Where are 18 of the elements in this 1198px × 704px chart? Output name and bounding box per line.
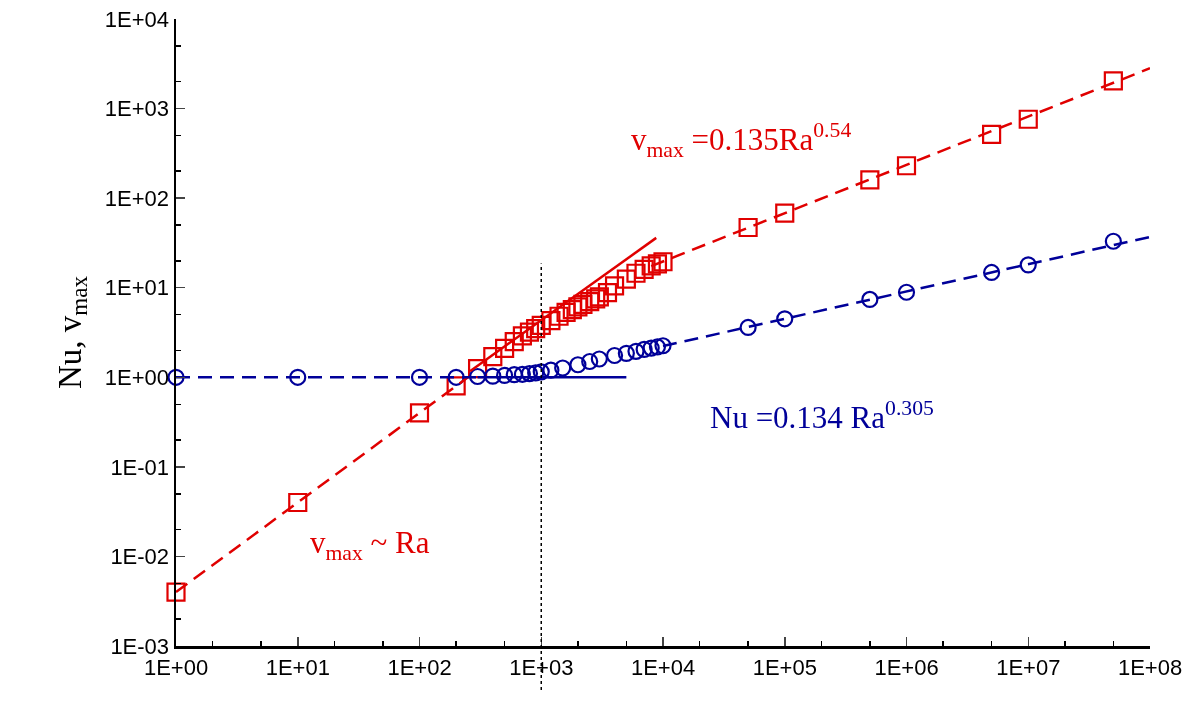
y-tick-label: 1E+00 — [104, 364, 170, 390]
y-tick-label: 1E+03 — [104, 96, 170, 122]
x-tick-label: 1E+04 — [630, 654, 696, 680]
y-tick-label: 1E-01 — [110, 454, 170, 480]
y-tick-label: 1E-02 — [110, 544, 170, 570]
y-tick-label: 1E+04 — [104, 6, 170, 32]
annotation: v$_{max}$ =0.135Ra$^{0.54}$ — [631, 118, 852, 162]
x-tick-label: 1E+01 — [265, 654, 330, 680]
x-tick-label: 1E+06 — [874, 654, 939, 680]
y-tick-label: 1E+01 — [104, 275, 170, 301]
x-tick-label: 1E+03 — [509, 654, 574, 680]
annotation: Nu =0.134 Ra$^{0.305}$ — [710, 396, 934, 436]
x-tick-label: 1E+05 — [752, 654, 817, 680]
x-tick-label: 1E+02 — [387, 654, 452, 680]
x-tick-label: 1E+08 — [1117, 654, 1183, 680]
x-tick-label: 1E+07 — [996, 654, 1061, 680]
y-tick-label: 1E+02 — [104, 185, 170, 211]
annotation: v$_{max}$ ~ Ra — [310, 525, 430, 565]
